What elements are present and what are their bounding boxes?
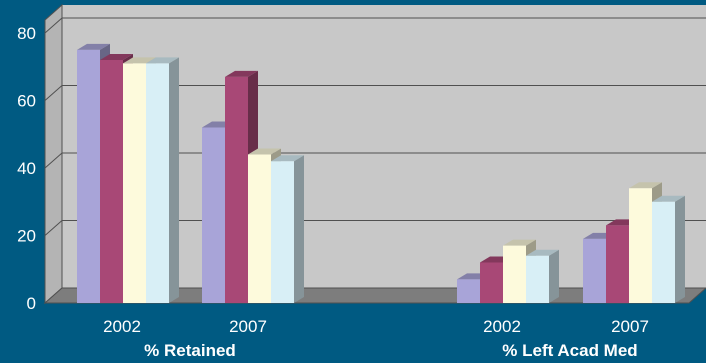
bar-side: [169, 57, 179, 303]
bar: [146, 57, 179, 303]
group-label: % Retained: [144, 341, 236, 360]
bar-front: [526, 255, 549, 303]
x-tick-label: 2007: [611, 317, 649, 336]
bar-top: [77, 43, 110, 50]
gridline-side: [44, 85, 63, 101]
bar-top: [146, 57, 179, 64]
bar-side: [549, 249, 559, 303]
bar-series: [77, 43, 685, 303]
bar-top: [629, 182, 662, 189]
bar-top: [100, 54, 133, 60]
x-tick-label: 2002: [103, 317, 141, 336]
bar: [526, 249, 559, 303]
gridline-side: [44, 152, 63, 169]
bar-front: [123, 63, 146, 303]
bar-front: [248, 154, 271, 303]
side-wall: [44, 3, 63, 305]
y-tick-label: 40: [17, 159, 36, 178]
bar-top: [652, 195, 685, 202]
bar-front: [503, 245, 526, 303]
bar-front: [225, 76, 248, 303]
x-tick-label: 2007: [229, 317, 267, 336]
bar-front: [583, 238, 606, 303]
bar-top: [503, 239, 536, 246]
bar-top: [225, 70, 258, 77]
gridline-side: [44, 17, 63, 34]
bar-front: [271, 161, 294, 303]
bar: [271, 155, 304, 303]
group-label: % Left Acad Med: [502, 341, 637, 360]
x-tick-label: 2002: [483, 317, 521, 336]
bar: [652, 195, 685, 303]
bar-side: [675, 195, 685, 303]
bar-front: [629, 188, 652, 303]
bar-front: [202, 127, 225, 303]
bar-front: [606, 225, 629, 303]
bar-front: [77, 49, 100, 303]
bar-top: [123, 57, 156, 64]
bar-front: [480, 262, 503, 303]
bar-top: [526, 249, 559, 256]
y-tick-label: 0: [27, 294, 36, 313]
y-tick-label: 80: [17, 24, 36, 43]
bar-top: [248, 148, 281, 155]
bar-front: [100, 60, 123, 303]
bar-front: [146, 63, 169, 303]
bar-side: [294, 155, 304, 303]
y-tick-label: 20: [17, 227, 36, 246]
y-axis: 0 20 40 60 80: [17, 24, 36, 313]
bar-front: [457, 279, 480, 303]
bar-front: [652, 201, 675, 303]
bar-top: [271, 155, 304, 162]
y-tick-label: 60: [17, 92, 36, 111]
gridline-side: [44, 220, 63, 236]
